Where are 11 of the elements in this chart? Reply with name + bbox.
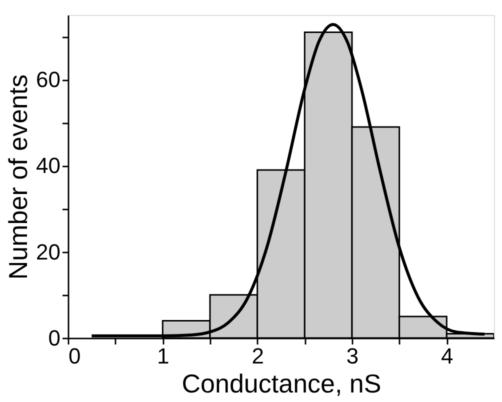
x-tick-label: 4 [441, 344, 454, 368]
x-axis-title: Conductance, nS [182, 368, 382, 398]
x-tick-label: 3 [346, 344, 359, 368]
y-tick-label: 60 [36, 67, 60, 92]
y-axis-title: Number of events [3, 74, 34, 280]
x-tick-label: 2 [252, 344, 264, 368]
y-tick-label: 20 [36, 239, 60, 264]
x-tick-label: 1 [157, 344, 170, 368]
y-tick-label: 0 [48, 326, 60, 350]
x-tick-label: 0 [68, 344, 81, 368]
y-tick-label: 40 [36, 153, 60, 178]
